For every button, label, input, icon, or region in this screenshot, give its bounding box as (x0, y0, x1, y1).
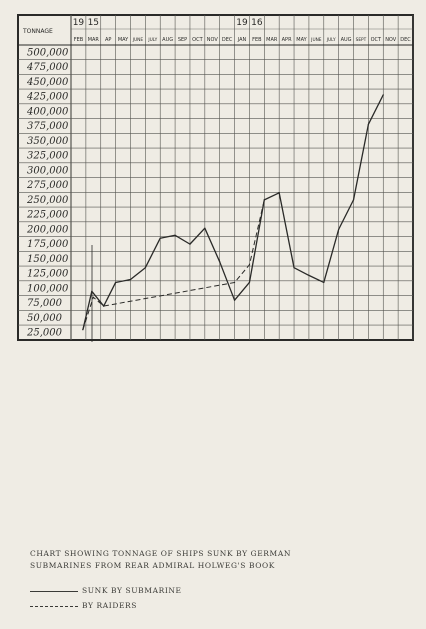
year-label: 19 (73, 18, 85, 28)
x-tick-label: SEPT (356, 37, 367, 43)
raiders-point (248, 264, 251, 266)
submarine-point (129, 278, 132, 281)
submarine-point (115, 281, 117, 284)
x-tick-label: MAY (296, 37, 307, 43)
x-tick-label: JULY (147, 37, 157, 43)
submarine-point (278, 192, 280, 194)
y-tick-label: 250,000 (26, 195, 69, 206)
x-tick-label: MAY (118, 37, 129, 43)
legend-dashed-line (30, 605, 78, 607)
y-tick-label: 275,000 (26, 180, 69, 191)
x-tick-label: NOV (207, 37, 219, 43)
x-tick-label: JUNE (132, 37, 144, 43)
y-tick-label: 425,000 (26, 92, 69, 103)
raiders-point (103, 305, 105, 307)
x-tick-label: AUG (162, 37, 173, 43)
x-tick-label: DEC (400, 37, 411, 43)
submarine-point (189, 243, 191, 245)
submarine-point (204, 227, 206, 229)
x-tick-label: OCT (371, 37, 382, 43)
submarine-point (219, 261, 221, 263)
x-tick-label: AUG (341, 37, 352, 43)
y-axis-label: TONNAGE (22, 28, 53, 35)
y-tick-label: 450,000 (26, 77, 69, 88)
x-tick-label: FEB (252, 37, 262, 43)
tonnage-chart: 25,000 50,000 75,000 100,000 125,000 150,000 1… (17, 14, 414, 342)
submarine-point (174, 234, 176, 236)
year-label: 19 (236, 18, 248, 28)
y-tick-label: 25,000 (26, 328, 63, 339)
y-tick-label: 175,000 (27, 239, 69, 250)
series-submarine-line (82, 94, 384, 330)
x-tick-label: MAR (88, 37, 100, 43)
submarine-point (293, 267, 295, 269)
raiders-point (233, 281, 236, 284)
y-tick-label: 200,000 (26, 224, 69, 235)
x-tick-label: OCT (192, 37, 203, 43)
y-tick-label: 125,000 (27, 269, 69, 280)
y-tick-label: 350,000 (27, 136, 69, 147)
submarine-point (367, 123, 369, 125)
chart-caption: CHART SHOWING TONNAGE OF SHIPS SUNK BY G… (30, 549, 292, 570)
legend-raiders-label: BY RAIDERS (82, 601, 138, 610)
chart-svg: 25,000 50,000 75,000 100,000 125,000 150,000 1… (17, 14, 414, 342)
y-tick-label: 75,000 (27, 298, 63, 309)
x-tick-label: JULY (326, 37, 336, 43)
legend-raiders: BY RAIDERS (30, 601, 137, 610)
x-tick-label: JUNE (310, 37, 322, 43)
y-tick-label: 100,000 (27, 283, 69, 294)
submarine-point (382, 94, 384, 96)
x-tick-label: AP (105, 37, 111, 43)
x-tick-label: APR (282, 37, 292, 43)
y-tick-label: 150,000 (27, 254, 69, 265)
y-tick-label: 475,000 (26, 62, 69, 73)
legend-solid-line (30, 590, 78, 592)
year-label: 15 (88, 18, 99, 28)
x-tick-label: FEB (74, 37, 84, 43)
y-tick-label: 300,000 (27, 165, 69, 176)
submarine-point (338, 228, 340, 230)
legend-submarine: SUNK BY SUBMARINE (30, 586, 182, 595)
year-label: 16 (251, 18, 263, 28)
y-tick-label: 50,000 (27, 313, 63, 324)
y-tick-label: 400,000 (26, 106, 69, 117)
raiders-point (92, 296, 94, 298)
legend-submarine-label: SUNK BY SUBMARINE (82, 586, 182, 595)
y-tick-label: 225,000 (26, 210, 69, 221)
x-tick-label: MAR (266, 37, 278, 43)
submarine-point (159, 237, 161, 239)
submarine-point (233, 299, 236, 301)
series-raiders-line (82, 199, 265, 330)
x-tick-label: DEC (222, 37, 233, 43)
raiders-point (263, 199, 265, 201)
y-tick-label: 500,000 (27, 47, 69, 58)
submarine-point (144, 267, 146, 269)
submarine-point (352, 199, 355, 201)
x-tick-label: SEP (178, 37, 187, 43)
submarine-point (248, 281, 251, 284)
submarine-point (323, 281, 325, 284)
submarine-point (91, 290, 93, 292)
y-tick-label: 325,000 (27, 151, 69, 162)
x-tick-label: JAN (237, 37, 247, 43)
raiders-point (82, 329, 84, 331)
y-tick-label: 375,000 (27, 121, 69, 132)
x-tick-label: NOV (385, 37, 397, 43)
submarine-point (308, 274, 310, 276)
